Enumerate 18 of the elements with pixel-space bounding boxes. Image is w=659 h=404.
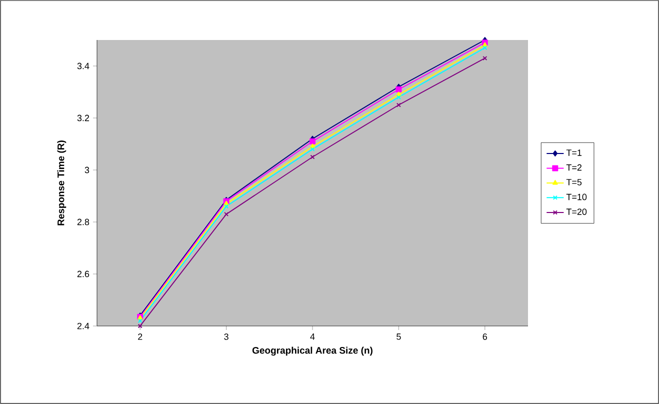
y-axis-title: Response Time (R) [57, 140, 66, 226]
y-tick-label: 2.6 [77, 270, 90, 278]
x-tick-label: 6 [482, 334, 488, 340]
y-tick-label: 2.4 [77, 322, 90, 330]
legend-label: T=5 [566, 179, 582, 186]
y-tick-label: 3.4 [77, 62, 90, 70]
x-tick-label: 2 [138, 334, 142, 340]
x-axis-title: Geographical Area Size (n) [252, 346, 372, 356]
y-tick-label: 3.2 [77, 114, 90, 122]
x-tick-label: 4 [310, 334, 315, 340]
legend-label: T=1 [566, 150, 582, 156]
legend-label: T=2 [566, 164, 582, 171]
x-tick-label: 3 [224, 334, 228, 340]
legend-label: T=10 [566, 194, 587, 200]
x-tick-label: 5 [396, 334, 401, 340]
y-tick-label: 3 [84, 166, 90, 174]
legend-label: T=20 [566, 208, 587, 215]
y-tick-label: 2.8 [77, 218, 90, 226]
